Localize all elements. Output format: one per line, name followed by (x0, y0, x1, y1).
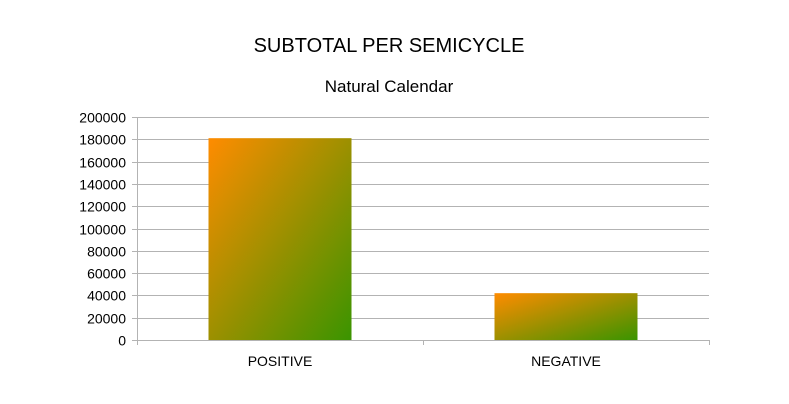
x-axis-category-labels: POSITIVE NEGATIVE (248, 353, 601, 369)
y-tick-label: 40000 (87, 288, 126, 304)
y-tick-label: 140000 (79, 177, 126, 193)
y-tick-label: 60000 (87, 266, 126, 282)
y-tick-label: 20000 (87, 311, 126, 327)
y-tick-label: 120000 (79, 199, 126, 215)
bar-positive (208, 138, 352, 340)
y-tick-label: 0 (118, 333, 126, 349)
x-category-label: NEGATIVE (531, 353, 601, 369)
chart-subtitle: Natural Calendar (325, 77, 454, 96)
axes (137, 117, 710, 345)
x-category-label: POSITIVE (248, 353, 313, 369)
bars (208, 138, 638, 340)
y-tick-label: 200000 (79, 110, 126, 126)
bar-negative (494, 293, 638, 340)
chart-title: SUBTOTAL PER SEMICYCLE (254, 35, 525, 57)
y-tick-label: 100000 (79, 222, 126, 238)
y-axis-tick-labels: 0 20000 40000 60000 80000 100000 120000 140000 1… (79, 110, 126, 349)
y-tick-label: 160000 (79, 155, 126, 171)
y-tick-label: 180000 (79, 132, 126, 148)
y-tick-label: 80000 (87, 244, 126, 260)
